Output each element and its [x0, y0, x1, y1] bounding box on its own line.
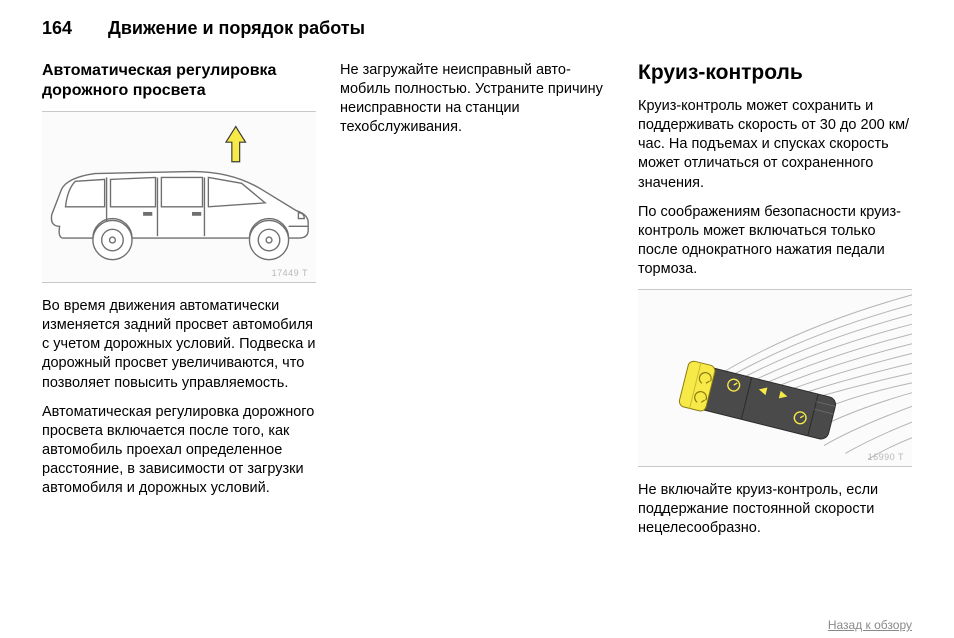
chapter-title: Движение и порядок работы — [108, 18, 365, 39]
page-number: 164 — [42, 18, 72, 39]
column-1: Автоматическая регулировка дорожного про… — [42, 61, 316, 549]
col3-paragraph-2: По соображениям безопасности круиз-контр… — [638, 203, 912, 280]
col2-paragraph-1: Не загружайте неисправный авто­мобиль по… — [340, 61, 614, 138]
stalk-figure: 16990 T — [638, 289, 912, 467]
car-illustration-svg — [42, 112, 316, 282]
col1-paragraph-1: Во время движения автоматически изменяет… — [42, 297, 316, 393]
car-figure: 17449 T — [42, 111, 316, 283]
column-3: Круиз-контроль Круиз-контроль может сохр… — [638, 61, 912, 549]
col3-paragraph-3: Не включайте круиз-контроль, если поддер… — [638, 481, 912, 538]
back-to-overview-link[interactable]: Назад к обзору — [828, 618, 912, 632]
page-header: 164 Движение и порядок работы — [0, 0, 954, 39]
car-figure-label: 17449 T — [272, 268, 308, 278]
col3-heading: Круиз-контроль — [638, 61, 912, 85]
stalk-illustration-svg — [638, 290, 912, 466]
stalk-figure-label: 16990 T — [868, 452, 904, 462]
col3-paragraph-1: Круиз-контроль может сохранить и поддерж… — [638, 97, 912, 193]
col1-heading: Автоматическая регулировка дорожного про… — [42, 61, 316, 101]
column-2: Не загружайте неисправный авто­мобиль по… — [340, 61, 614, 549]
col1-paragraph-2: Автоматическая регулировка до­рожного пр… — [42, 403, 316, 499]
content-columns: Автоматическая регулировка дорожного про… — [0, 39, 954, 549]
